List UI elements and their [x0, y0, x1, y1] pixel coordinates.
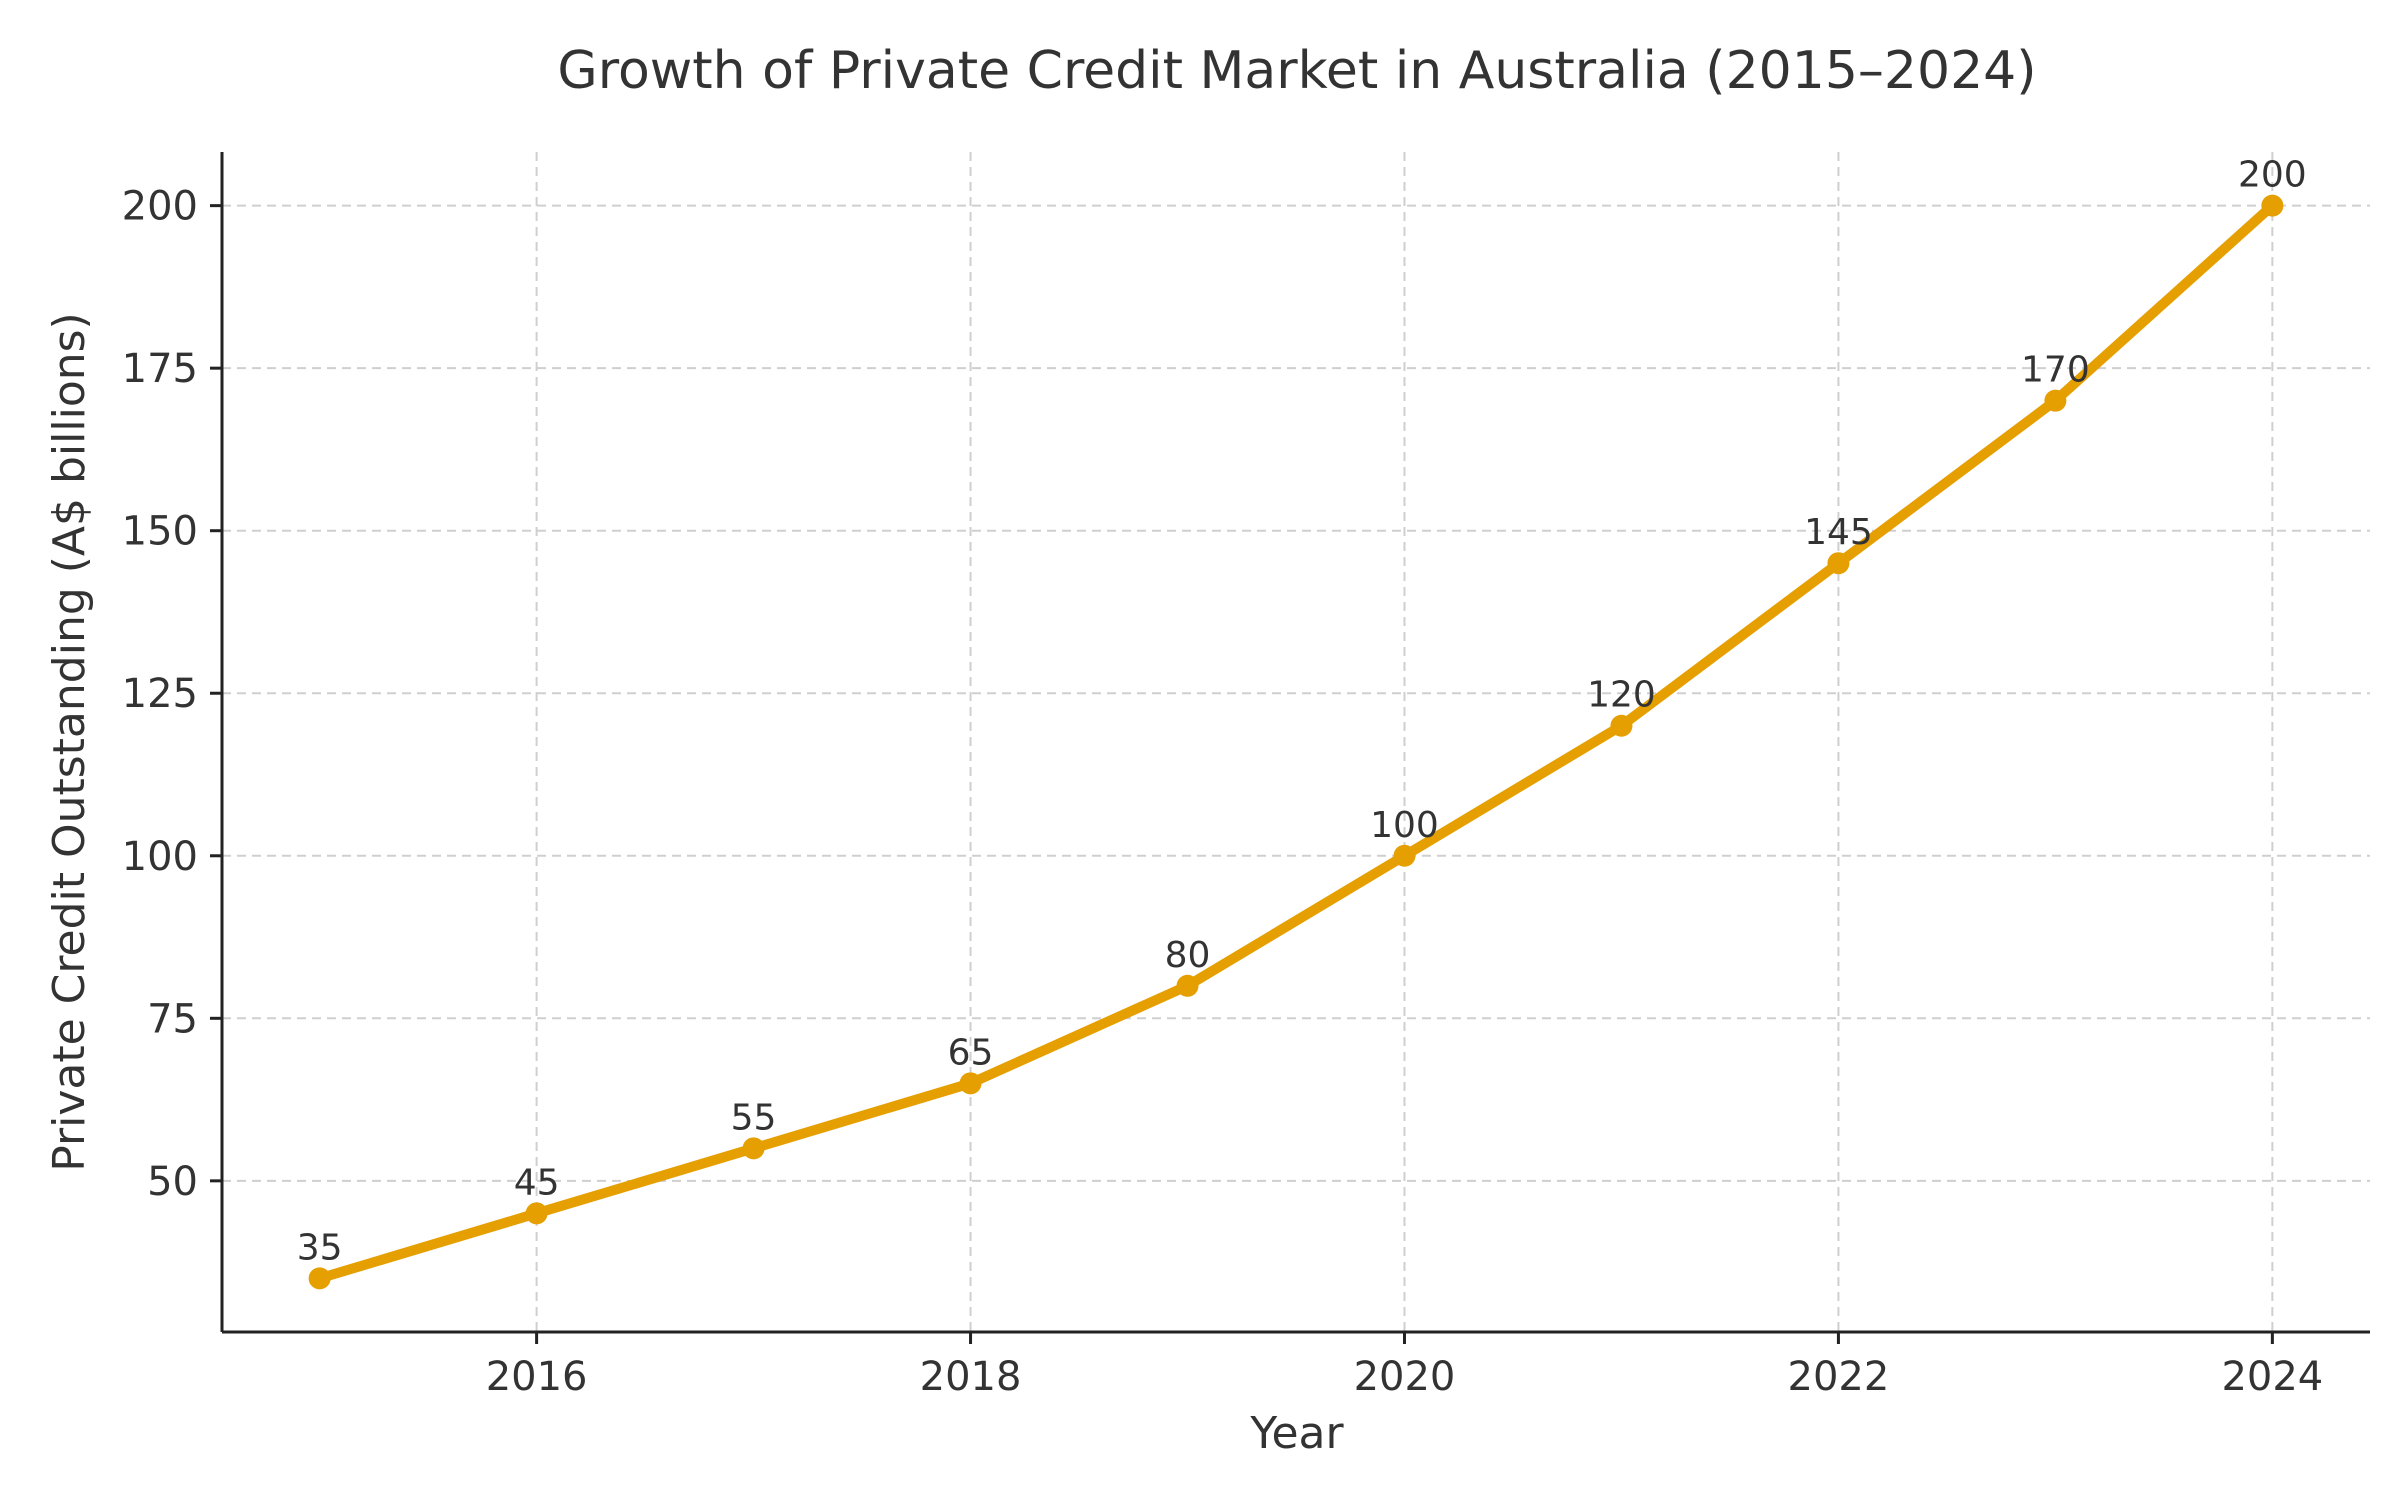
data-label: 35 [297, 1227, 343, 1268]
data-point [1393, 844, 1416, 867]
x-tick-label: 2016 [486, 1354, 588, 1400]
data-label: 55 [731, 1097, 777, 1138]
series-line [314, 200, 2278, 1284]
data-labels: 35 45 55 65 80 100 120 145 170 200 [297, 155, 2307, 1269]
x-tick-label: 2022 [1788, 1354, 1890, 1400]
data-label: 45 [514, 1162, 560, 1203]
data-label: 170 [2021, 350, 2090, 391]
y-axis-label: Private Credit Outstanding (A$ billions) [44, 312, 95, 1171]
x-axis-label: Year [1249, 1408, 1344, 1459]
x-tick-label: 2018 [920, 1354, 1022, 1400]
series-group [308, 194, 2284, 1290]
y-tick-label: 125 [122, 671, 198, 717]
x-axis-ticks: 2016 2018 2020 2022 2024 [486, 1332, 2323, 1400]
y-tick-label: 50 [147, 1159, 198, 1205]
grid [222, 152, 2370, 1332]
data-point [1827, 552, 1850, 575]
data-point [2261, 194, 2284, 217]
y-tick-label: 200 [122, 184, 198, 230]
data-label: 65 [948, 1032, 994, 1073]
axes-frame [220, 152, 2370, 1334]
data-point [742, 1137, 765, 1160]
y-tick-label: 175 [122, 346, 198, 392]
y-tick-label: 150 [122, 509, 198, 555]
y-tick-label: 100 [122, 834, 198, 880]
data-point [2044, 389, 2067, 412]
data-point [1610, 714, 1633, 737]
x-tick-label: 2020 [1354, 1354, 1456, 1400]
data-label: 200 [2238, 155, 2307, 196]
data-point [959, 1072, 982, 1095]
data-label: 100 [1370, 805, 1439, 846]
y-tick-label: 75 [147, 996, 198, 1042]
data-label: 80 [1165, 935, 1211, 976]
data-label: 120 [1587, 675, 1656, 716]
data-point [1176, 974, 1199, 997]
y-axis-ticks: 50 75 100 125 150 175 200 [122, 184, 222, 1205]
x-tick-label: 2024 [2221, 1354, 2323, 1400]
chart-title: Growth of Private Credit Market in Austr… [557, 41, 2036, 101]
data-point [308, 1267, 331, 1290]
data-label: 145 [1804, 512, 1873, 553]
data-point [525, 1202, 548, 1225]
